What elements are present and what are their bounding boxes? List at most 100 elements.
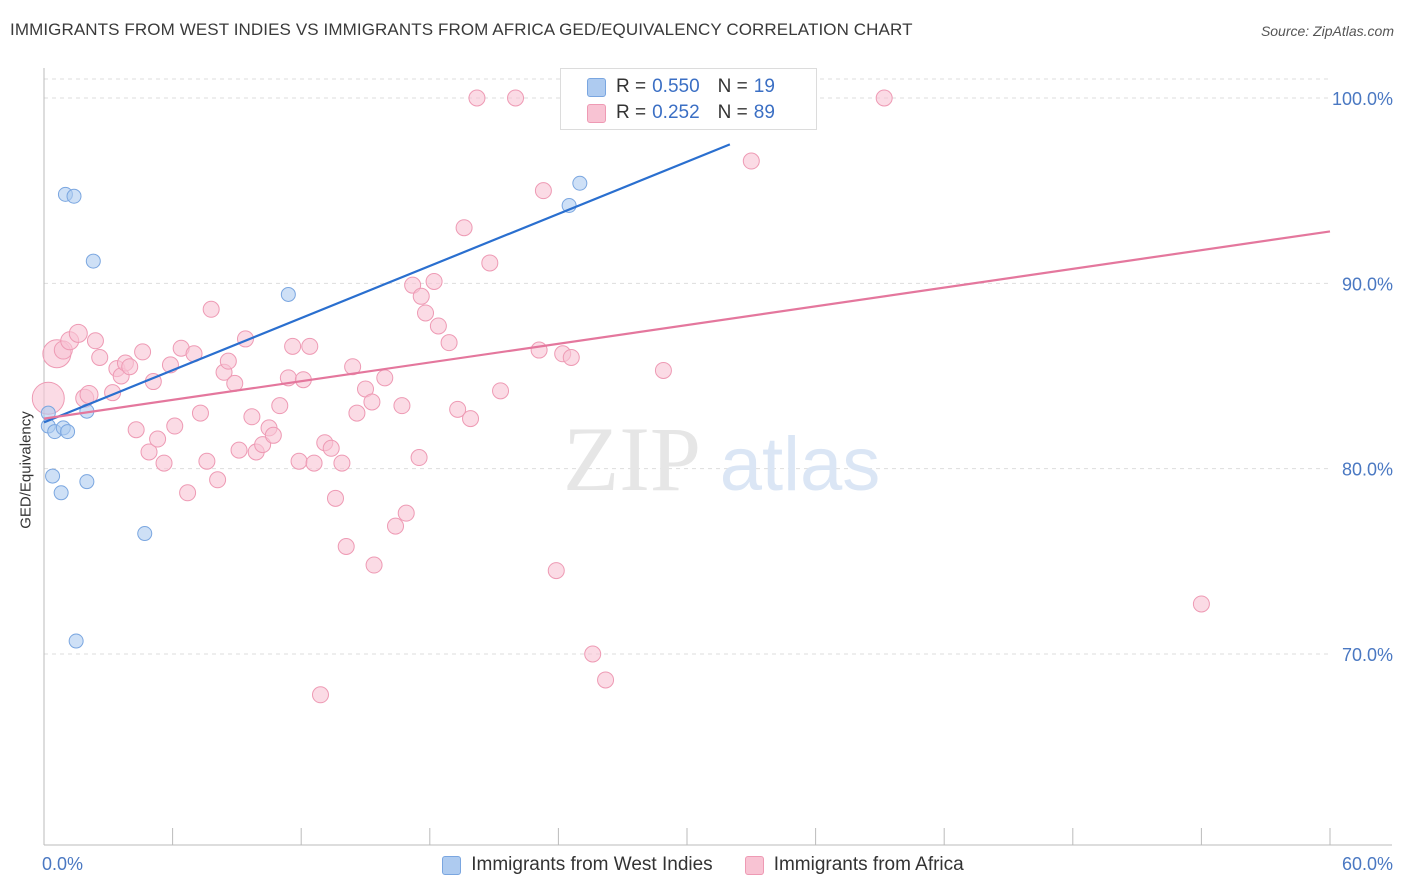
legend-item-africa[interactable]: Immigrants from Africa: [744, 854, 964, 876]
data-point: [410, 449, 428, 467]
data-point: [468, 89, 486, 107]
data-point: [140, 443, 158, 461]
data-point: [530, 341, 548, 359]
data-point: [68, 323, 88, 343]
data-point: [60, 424, 76, 440]
n-label: N =: [717, 76, 748, 97]
data-point: [68, 633, 84, 649]
data-point: [264, 426, 282, 444]
y-tick-label: 100.0%: [1332, 89, 1393, 109]
data-point: [284, 337, 302, 355]
y-axis-label: GED/Equivalency: [17, 411, 35, 529]
data-point: [547, 562, 565, 580]
data-point: [348, 404, 366, 422]
data-point: [440, 334, 458, 352]
data-point: [481, 254, 499, 272]
data-point: [243, 408, 261, 426]
data-point: [86, 332, 104, 350]
legend-swatch-africa: [587, 103, 606, 123]
trend-line-africa: [43, 230, 1331, 420]
data-point: [305, 454, 323, 472]
data-points: [31, 89, 1210, 704]
data-point: [198, 452, 216, 470]
axes: [43, 68, 1392, 846]
data-point: [429, 317, 447, 335]
legend-label-west-indies: Immigrants from West Indies: [471, 854, 713, 875]
data-point: [333, 454, 351, 472]
data-point: [311, 686, 329, 704]
data-point: [254, 436, 272, 454]
data-point: [155, 454, 173, 472]
data-point: [85, 253, 101, 269]
trend-line-west-indies: [43, 143, 731, 424]
n-value: 89: [753, 102, 775, 123]
data-point: [326, 489, 344, 507]
n-label: N =: [717, 102, 748, 123]
data-point: [742, 152, 760, 170]
data-point: [79, 474, 95, 490]
trend-lines: [43, 143, 1331, 424]
legend-item-west-indies[interactable]: Immigrants from West Indies: [442, 854, 713, 876]
y-tick-label: 90.0%: [1342, 274, 1393, 294]
data-point: [492, 382, 510, 400]
data-point: [397, 504, 415, 522]
data-point: [230, 441, 248, 459]
data-point: [149, 430, 167, 448]
data-point: [562, 348, 580, 366]
data-point: [53, 485, 69, 501]
y-axis-label-wrap: GED/Equivalency: [6, 390, 46, 550]
data-point: [462, 410, 480, 428]
data-point: [179, 484, 197, 502]
r-label: R =: [616, 102, 647, 123]
grid-lines: [44, 78, 1330, 655]
data-point: [301, 337, 319, 355]
data-point: [191, 404, 209, 422]
legend-label-africa: Immigrants from Africa: [773, 854, 964, 875]
series-africa: [31, 89, 1210, 704]
legend-swatch-west-indies: [442, 855, 462, 875]
data-point: [597, 671, 615, 689]
data-point: [393, 397, 411, 415]
data-point: [363, 393, 381, 411]
data-point: [337, 538, 355, 556]
x-tick-label: 60.0%: [1342, 854, 1393, 874]
data-point: [455, 219, 473, 237]
data-point: [425, 272, 443, 290]
series-legend: Immigrants from West Indies Immigrants f…: [0, 852, 1406, 878]
data-point: [134, 343, 152, 361]
legend-swatch-west-indies: [587, 77, 606, 97]
data-point: [137, 526, 153, 542]
data-point: [417, 304, 435, 322]
x-tick-label: 0.0%: [42, 854, 83, 874]
r-value: 0.252: [652, 102, 700, 123]
data-point: [572, 175, 588, 191]
r-value: 0.550: [652, 76, 700, 97]
data-point: [365, 556, 383, 574]
data-point: [45, 468, 61, 484]
tick-labels: 100.0% 90.0% 80.0% 70.0% 0.0% 60.0%: [42, 89, 1393, 874]
data-point: [91, 348, 109, 366]
stats-row-africa: R = 0.252 N = 89: [587, 101, 775, 125]
data-point: [209, 471, 227, 489]
stats-legend: R = 0.550 N = 19 R = 0.252 N = 89: [560, 68, 817, 130]
data-point: [66, 188, 82, 204]
data-point: [202, 300, 220, 318]
y-tick-label: 70.0%: [1342, 645, 1393, 665]
n-value: 19: [753, 76, 775, 97]
data-point: [507, 89, 525, 107]
watermark: ZIP atlas: [563, 408, 880, 510]
legend-swatch-africa: [744, 855, 764, 875]
y-tick-label: 80.0%: [1342, 460, 1393, 480]
data-point: [127, 421, 145, 439]
data-point: [1192, 595, 1210, 613]
stats-row-west-indies: R = 0.550 N = 19: [587, 75, 775, 99]
series-west-indies: [40, 94, 749, 649]
data-point: [412, 287, 430, 305]
data-point: [654, 361, 672, 379]
data-point: [322, 439, 340, 457]
data-point: [584, 645, 602, 663]
source-label: Source: ZipAtlas.com: [1260, 23, 1394, 39]
data-point: [166, 417, 184, 435]
data-point: [280, 286, 296, 302]
